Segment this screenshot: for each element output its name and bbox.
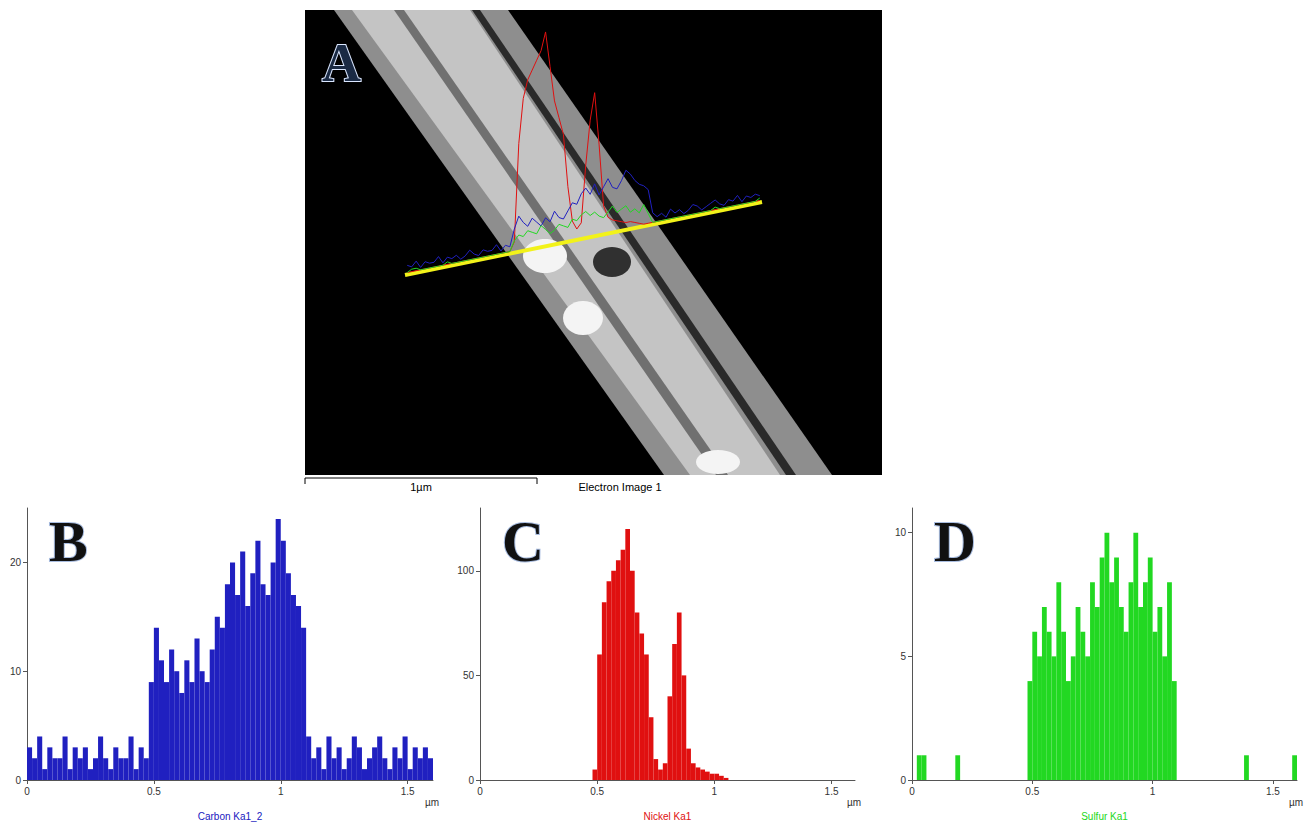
svg-text:1: 1	[1150, 786, 1156, 797]
svg-text:0: 0	[468, 775, 474, 786]
svg-text:Electron Image 1: Electron Image 1	[578, 481, 661, 493]
svg-text:D: D	[934, 509, 976, 574]
svg-text:0: 0	[15, 775, 21, 786]
svg-text:Nickel Ka1: Nickel Ka1	[644, 811, 692, 822]
svg-text:0: 0	[900, 775, 906, 786]
svg-text:1µm: 1µm	[410, 481, 432, 493]
svg-text:5: 5	[900, 651, 906, 662]
svg-text:10: 10	[10, 666, 22, 677]
svg-text:1.5: 1.5	[825, 786, 839, 797]
svg-text:µm: µm	[1289, 797, 1303, 808]
svg-text:0.5: 0.5	[147, 786, 161, 797]
svg-text:B: B	[49, 509, 88, 574]
svg-text:0: 0	[24, 786, 30, 797]
svg-text:A: A	[322, 33, 361, 93]
svg-text:1: 1	[712, 786, 718, 797]
svg-text:0.5: 0.5	[1025, 786, 1039, 797]
svg-text:Sulfur Ka1: Sulfur Ka1	[1081, 811, 1128, 822]
svg-text:100: 100	[457, 565, 474, 576]
svg-text:1.5: 1.5	[401, 786, 415, 797]
svg-text:µm: µm	[425, 797, 439, 808]
svg-text:10: 10	[895, 527, 907, 538]
svg-text:1.5: 1.5	[1266, 786, 1280, 797]
svg-text:C: C	[502, 509, 544, 574]
svg-text:1: 1	[278, 786, 284, 797]
svg-text:0: 0	[477, 786, 483, 797]
svg-text:20: 20	[10, 557, 22, 568]
svg-text:0: 0	[909, 786, 915, 797]
svg-text:Carbon Ka1_2: Carbon Ka1_2	[198, 811, 263, 822]
svg-text:0.5: 0.5	[590, 786, 604, 797]
svg-text:50: 50	[463, 670, 475, 681]
svg-text:µm: µm	[847, 797, 861, 808]
